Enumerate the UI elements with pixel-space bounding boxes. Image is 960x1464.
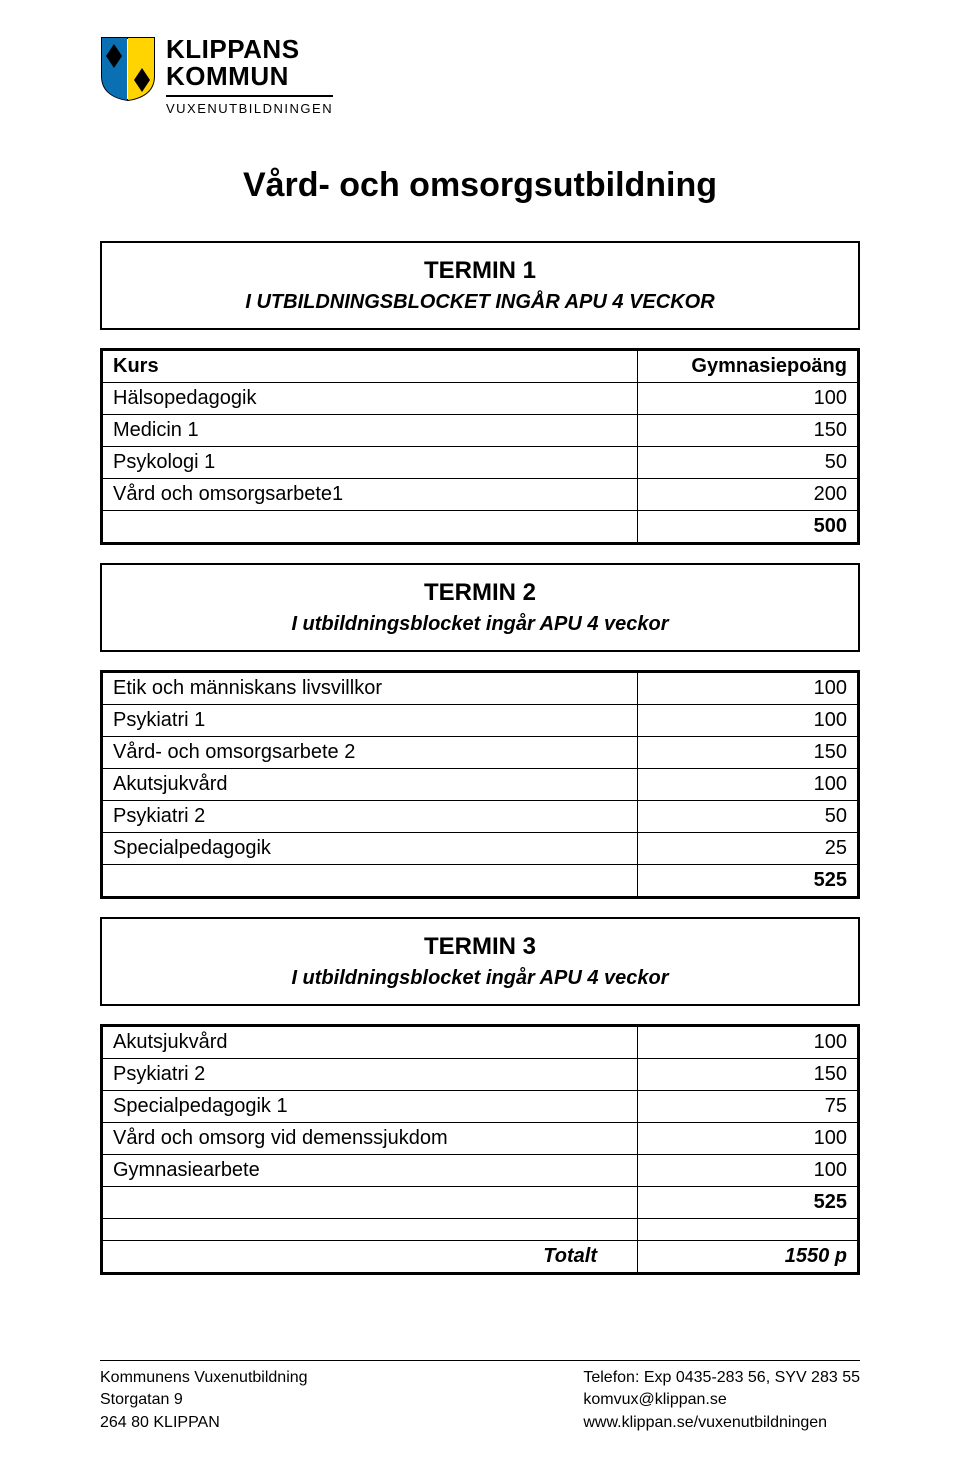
term2-heading: TERMIN 2 — [102, 565, 858, 613]
logo-sub: VUXENUTBILDNINGEN — [166, 95, 333, 116]
term3-table-block: Akutsjukvård100 Psykiatri 2150 Specialpe… — [100, 1024, 860, 1275]
term1-heading: TERMIN 1 — [102, 243, 858, 291]
total-label: Totalt — [103, 1240, 638, 1272]
footer-line: Telefon: Exp 0435-283 56, SYV 283 55 — [583, 1367, 860, 1389]
col-course: Kurs — [103, 350, 638, 382]
table-row: Psykiatri 2150 — [103, 1058, 858, 1090]
table-row: Vård och omsorg vid demenssjukdom100 — [103, 1122, 858, 1154]
table-row: Akutsjukvård100 — [103, 768, 858, 800]
logo-block: KLIPPANS KOMMUN VUXENUTBILDNINGEN — [100, 36, 860, 116]
footer-line: www.klippan.se/vuxenutbildningen — [583, 1412, 860, 1434]
table-row: Medicin 1150 — [103, 414, 858, 446]
table-row: Gymnasiearbete100 — [103, 1154, 858, 1186]
footer-line: Storgatan 9 — [100, 1389, 308, 1411]
table-header-row: Kurs Gymnasiepoäng — [103, 350, 858, 382]
page-footer: Kommunens Vuxenutbildning Storgatan 9 26… — [100, 1360, 860, 1434]
sum-row: 525 — [103, 864, 858, 896]
table-row: Psykiatri 1100 — [103, 704, 858, 736]
table-row: Hälsopedagogik100 — [103, 382, 858, 414]
term3-header-block: TERMIN 3 I utbildningsblocket ingår APU … — [100, 917, 860, 1006]
term3-heading: TERMIN 3 — [102, 919, 858, 967]
col-points: Gymnasiepoäng — [638, 350, 858, 382]
term2-header-block: TERMIN 2 I utbildningsblocket ingår APU … — [100, 563, 860, 652]
table-row: Etik och människans livsvillkor100 — [103, 672, 858, 704]
sum-row: 525 — [103, 1186, 858, 1218]
logo-text: KLIPPANS KOMMUN VUXENUTBILDNINGEN — [166, 36, 333, 116]
term1-table-block: Kurs Gymnasiepoäng Hälsopedagogik100 Med… — [100, 348, 860, 545]
term2-table-block: Etik och människans livsvillkor100 Psyki… — [100, 670, 860, 899]
footer-right: Telefon: Exp 0435-283 56, SYV 283 55 kom… — [583, 1367, 860, 1434]
table-row: Vård- och omsorgsarbete 2150 — [103, 736, 858, 768]
sum-row: 500 — [103, 510, 858, 542]
footer-line: komvux@klippan.se — [583, 1389, 860, 1411]
term1-sub: I UTBILDNINGSBLOCKET INGÅR APU 4 VECKOR — [102, 291, 858, 328]
footer-line: 264 80 KLIPPAN — [100, 1412, 308, 1434]
term2-sub: I utbildningsblocket ingår APU 4 veckor — [102, 613, 858, 650]
page-title: Vård- och omsorgsutbildning — [100, 166, 860, 205]
table-row: Psykologi 150 — [103, 446, 858, 478]
logo-line1: KLIPPANS — [166, 36, 333, 63]
table-row: Psykiatri 250 — [103, 800, 858, 832]
logo-line2: KOMMUN — [166, 63, 333, 90]
total-row: Totalt 1550 p — [103, 1240, 858, 1272]
footer-left: Kommunens Vuxenutbildning Storgatan 9 26… — [100, 1367, 308, 1434]
table-row: Akutsjukvård100 — [103, 1026, 858, 1058]
footer-line: Kommunens Vuxenutbildning — [100, 1367, 308, 1389]
term3-table: Akutsjukvård100 Psykiatri 2150 Specialpe… — [102, 1026, 858, 1273]
term3-sub: I utbildningsblocket ingår APU 4 veckor — [102, 967, 858, 1004]
total-value: 1550 p — [638, 1240, 858, 1272]
spacer-row — [103, 1218, 858, 1240]
term2-table: Etik och människans livsvillkor100 Psyki… — [102, 672, 858, 897]
table-row: Specialpedagogik25 — [103, 832, 858, 864]
term1-table: Kurs Gymnasiepoäng Hälsopedagogik100 Med… — [102, 350, 858, 543]
document-page: KLIPPANS KOMMUN VUXENUTBILDNINGEN Vård- … — [0, 0, 960, 1464]
term1-header-block: TERMIN 1 I UTBILDNINGSBLOCKET INGÅR APU … — [100, 241, 860, 330]
table-row: Vård och omsorgsarbete1200 — [103, 478, 858, 510]
klippan-shield-icon — [100, 36, 156, 102]
table-row: Specialpedagogik 175 — [103, 1090, 858, 1122]
